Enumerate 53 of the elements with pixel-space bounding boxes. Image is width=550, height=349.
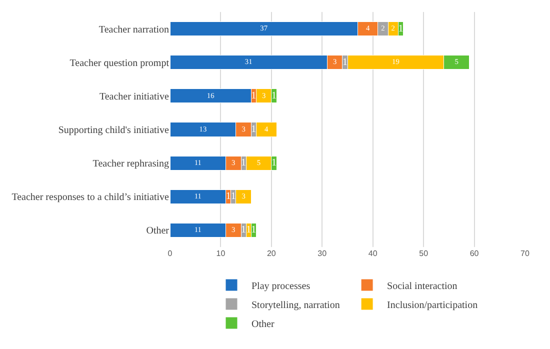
data-label: 1 <box>251 90 256 102</box>
data-label: 5 <box>454 57 459 66</box>
data-label: 3 <box>332 57 337 66</box>
data-label: 1 <box>246 224 252 236</box>
data-label: 3 <box>262 90 266 100</box>
y-tick-label: Teacher question prompt <box>70 58 170 69</box>
x-tick-label: 10 <box>216 249 226 258</box>
data-label: 1 <box>271 90 276 102</box>
data-label: 1 <box>226 191 231 202</box>
data-label: 3 <box>232 158 236 167</box>
data-label: 3 <box>242 124 246 134</box>
data-label: 3 <box>242 191 246 200</box>
y-tick-label: Teacher narration <box>98 24 169 36</box>
y-tick-label: Teacher rephrasing <box>92 158 169 170</box>
data-label: 1 <box>251 124 256 135</box>
data-label: 3 <box>232 225 236 234</box>
data-label: 11 <box>194 191 202 200</box>
legend-label: Inclusion/participation <box>387 300 478 311</box>
data-label: 13 <box>199 124 207 134</box>
x-tick-label: 20 <box>266 249 276 258</box>
data-label: 1 <box>241 158 246 169</box>
y-tick-label: Other <box>146 226 170 237</box>
data-label: 31 <box>244 57 253 66</box>
data-label: 1 <box>251 224 256 236</box>
data-label: 16 <box>206 90 215 100</box>
legend-label: Play processes <box>252 280 310 292</box>
data-label: 4 <box>366 24 370 33</box>
x-tick-label: 0 <box>168 249 173 258</box>
data-label: 11 <box>194 225 202 234</box>
x-tick-label: 50 <box>419 249 429 258</box>
data-label: 1 <box>398 23 404 34</box>
x-tick-label: 30 <box>318 249 328 258</box>
data-label: 1 <box>342 56 348 68</box>
data-label: 11 <box>194 158 202 167</box>
data-label: 37 <box>260 24 268 33</box>
data-label: 2 <box>381 24 386 33</box>
data-label: 2 <box>391 24 396 33</box>
bar <box>170 189 226 204</box>
legend-label: Social interaction <box>387 280 458 292</box>
data-label: 5 <box>256 158 261 167</box>
data-label: 1 <box>241 224 246 236</box>
x-tick-label: 40 <box>368 249 378 258</box>
x-tick-label: 60 <box>470 249 480 258</box>
data-label: 1 <box>271 158 276 169</box>
y-tick-label: Teacher initiative <box>99 91 170 102</box>
y-tick-label: Supporting child's initiative <box>58 125 170 136</box>
data-label: 19 <box>392 57 400 66</box>
data-label: 1 <box>230 191 236 202</box>
legend-label: Other <box>252 318 275 330</box>
legend-label: Storytelling, narration <box>252 300 340 311</box>
data-label: 4 <box>264 124 269 134</box>
x-tick-label: 70 <box>520 249 530 258</box>
y-tick-label: Teacher responses to a child’s initiative <box>12 192 170 204</box>
